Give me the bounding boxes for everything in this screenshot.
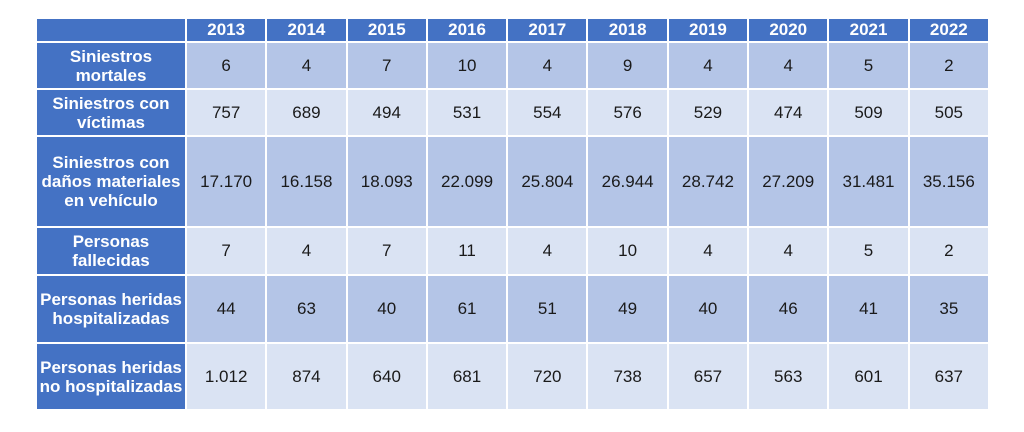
year-header: 2014 [265,17,348,43]
table-cell: 554 [506,88,589,137]
header-row: 2013 2014 2015 2016 2017 2018 2019 2020 … [35,17,991,43]
table-cell: 4 [747,226,830,276]
table-cell: 51 [506,274,589,344]
table-cell: 474 [747,88,830,137]
year-header: 2013 [184,17,268,43]
table-cell: 2 [907,41,991,90]
table-cell: 31.481 [827,135,910,228]
table-cell: 640 [345,342,428,411]
table-cell: 509 [827,88,910,137]
table-cell: 40 [345,274,428,344]
table-cell: 6 [184,41,268,90]
table-cell: 637 [907,342,991,411]
statistics-table-container: 2013 2014 2015 2016 2017 2018 2019 2020 … [35,17,991,411]
year-header: 2019 [666,17,750,43]
row-label: Personas heridas hospitalizadas [35,274,187,344]
table-cell: 17.170 [184,135,268,228]
year-header: 2017 [506,17,589,43]
table-cell: 10 [425,41,509,90]
table-cell: 49 [586,274,669,344]
table-row: Personas fallecidas 7 4 7 11 4 10 4 4 5 … [35,226,991,276]
table-cell: 27.209 [747,135,830,228]
year-header: 2021 [827,17,910,43]
table-cell: 7 [345,226,428,276]
table-cell: 563 [747,342,830,411]
table-cell: 576 [586,88,669,137]
table-cell: 35 [907,274,991,344]
table-cell: 9 [586,41,669,90]
table-cell: 2 [907,226,991,276]
table-cell: 1.012 [184,342,268,411]
row-label: Personas fallecidas [35,226,187,276]
table-cell: 61 [425,274,509,344]
table-cell: 505 [907,88,991,137]
table-cell: 5 [827,41,910,90]
table-row: Personas heridas no hospitalizadas 1.012… [35,342,991,411]
year-header: 2022 [907,17,991,43]
table-row: Siniestros con daños materiales en vehíc… [35,135,991,228]
table-cell: 35.156 [907,135,991,228]
table-cell: 874 [265,342,348,411]
table-cell: 757 [184,88,268,137]
row-label: Siniestros mortales [35,41,187,90]
table-cell: 16.158 [265,135,348,228]
table-cell: 46 [747,274,830,344]
year-header: 2015 [345,17,428,43]
table-row: Siniestros con víctimas 757 689 494 531 … [35,88,991,137]
table-cell: 22.099 [425,135,509,228]
table-cell: 25.804 [506,135,589,228]
table-cell: 4 [265,41,348,90]
table-cell: 7 [184,226,268,276]
accident-statistics-table: 2013 2014 2015 2016 2017 2018 2019 2020 … [35,17,991,411]
table-cell: 601 [827,342,910,411]
table-cell: 720 [506,342,589,411]
table-cell: 5 [827,226,910,276]
table-cell: 689 [265,88,348,137]
table-cell: 4 [265,226,348,276]
table-cell: 28.742 [666,135,750,228]
table-cell: 4 [506,41,589,90]
row-label: Siniestros con víctimas [35,88,187,137]
table-cell: 494 [345,88,428,137]
table-row: Personas heridas hospitalizadas 44 63 40… [35,274,991,344]
table-cell: 40 [666,274,750,344]
table-cell: 11 [425,226,509,276]
table-cell: 4 [506,226,589,276]
year-header: 2016 [425,17,509,43]
table-cell: 41 [827,274,910,344]
table-cell: 4 [666,41,750,90]
header-corner [35,17,187,43]
row-label: Personas heridas no hospitalizadas [35,342,187,411]
table-cell: 681 [425,342,509,411]
row-label: Siniestros con daños materiales en vehíc… [35,135,187,228]
table-cell: 7 [345,41,428,90]
table-cell: 26.944 [586,135,669,228]
table-cell: 4 [747,41,830,90]
table-cell: 529 [666,88,750,137]
table-cell: 63 [265,274,348,344]
table-cell: 531 [425,88,509,137]
year-header: 2020 [747,17,830,43]
table-cell: 10 [586,226,669,276]
table-row: Siniestros mortales 6 4 7 10 4 9 4 4 5 2 [35,41,991,90]
table-cell: 18.093 [345,135,428,228]
table-cell: 738 [586,342,669,411]
table-cell: 4 [666,226,750,276]
table-cell: 657 [666,342,750,411]
year-header: 2018 [586,17,669,43]
table-cell: 44 [184,274,268,344]
